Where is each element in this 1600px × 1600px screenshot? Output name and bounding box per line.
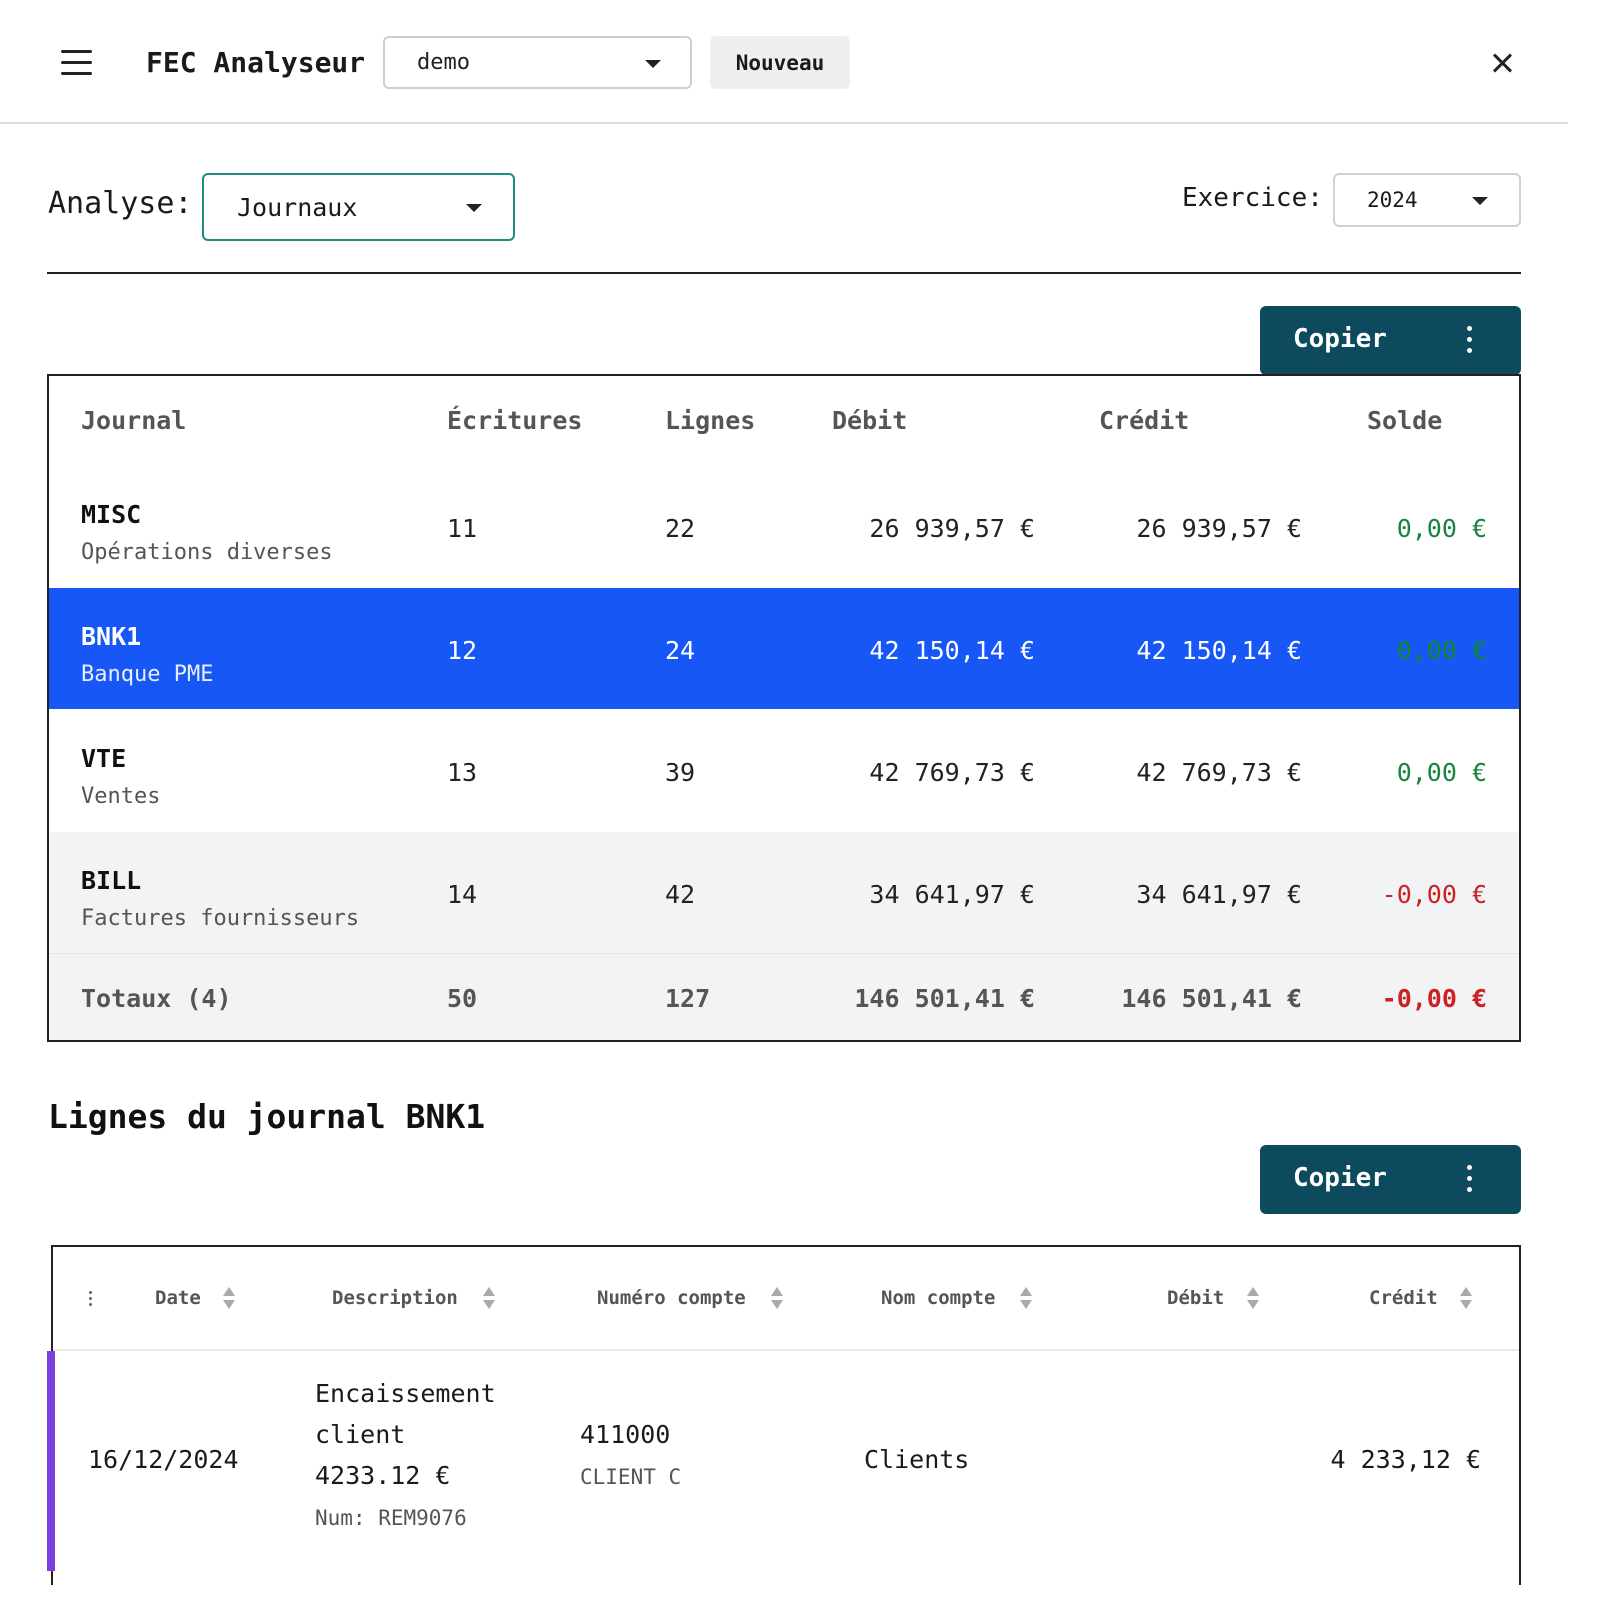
- column-header-credit[interactable]: Crédit: [1369, 1287, 1438, 1309]
- lignes-count: 39: [665, 758, 696, 787]
- column-header-lignes[interactable]: Lignes: [665, 406, 756, 435]
- journal-code: BNK1: [81, 622, 142, 651]
- credit-amount: 42 769,73 €: [1136, 758, 1302, 787]
- copy-button-label: Copier: [1293, 1163, 1387, 1193]
- lignes-count: 22: [665, 514, 696, 543]
- table-row[interactable]: BILL Factures fournisseurs 14 42 34 641,…: [49, 832, 1519, 953]
- line-num: Num: REM9076: [315, 1506, 467, 1530]
- journal-code: MISC: [81, 500, 142, 529]
- line-account-sub: CLIENT C: [580, 1465, 682, 1489]
- journals-table: Journal Écritures Lignes Débit Crédit So…: [47, 374, 1521, 1042]
- line-description: client: [315, 1420, 406, 1449]
- ecritures-count: 12: [447, 636, 478, 665]
- sort-icon[interactable]: [1020, 1287, 1032, 1311]
- analyse-select-value: Journaux: [237, 193, 358, 222]
- table-row[interactable]: 16/12/2024 Encaissement client 4233.12 €…: [47, 1351, 1519, 1571]
- exercice-select[interactable]: 2024: [1333, 173, 1521, 227]
- exercice-label: Exercice:: [1182, 183, 1323, 213]
- column-header-description[interactable]: Description: [332, 1287, 458, 1309]
- solde-amount: -0,00 €: [1381, 880, 1487, 909]
- analyse-label: Analyse:: [48, 186, 193, 221]
- sort-icon[interactable]: [1247, 1287, 1259, 1311]
- solde-amount: 0,00 €: [1396, 636, 1487, 665]
- totals-credit: 146 501,41 €: [1121, 984, 1302, 1013]
- line-description: 4233.12 €: [315, 1461, 451, 1490]
- lignes-count: 42: [665, 880, 696, 909]
- debit-amount: 42 769,73 €: [869, 758, 1035, 787]
- column-header-debit[interactable]: Débit: [1167, 1287, 1225, 1309]
- more-options-icon[interactable]: [1465, 326, 1473, 356]
- project-select-value: demo: [417, 50, 470, 75]
- chevron-down-icon: [1472, 197, 1488, 205]
- row-divider: [49, 953, 1519, 954]
- debit-amount: 34 641,97 €: [869, 880, 1035, 909]
- debit-amount: 42 150,14 €: [869, 636, 1035, 665]
- totals-lignes: 127: [665, 984, 711, 1013]
- column-header-numero-compte[interactable]: Numéro compte: [597, 1287, 746, 1309]
- journal-code: BILL: [81, 866, 142, 895]
- table-row[interactable]: VTE Ventes 13 39 42 769,73 € 42 769,73 €…: [49, 710, 1519, 831]
- ecritures-count: 13: [447, 758, 478, 787]
- solde-amount: 0,00 €: [1396, 758, 1487, 787]
- app-title: FEC Analyseur: [146, 46, 366, 79]
- chevron-down-icon: [645, 60, 661, 68]
- totals-row: Totaux (4) 50 127 146 501,41 € 146 501,4…: [49, 954, 1519, 1040]
- table-row-selected[interactable]: BNK1 Banque PME 12 24 42 150,14 € 42 150…: [49, 588, 1519, 709]
- line-description: Encaissement: [315, 1379, 496, 1408]
- column-header-ecritures[interactable]: Écritures: [447, 406, 583, 435]
- line-credit: 4 233,12 €: [1330, 1445, 1481, 1474]
- table-header: Date Description Numéro compte Nom compt…: [53, 1247, 1519, 1349]
- journal-name: Banque PME: [81, 662, 214, 687]
- more-options-icon[interactable]: [1465, 1165, 1473, 1195]
- totals-ecritures: 50: [447, 984, 478, 1013]
- totals-debit: 146 501,41 €: [854, 984, 1035, 1013]
- line-date: 16/12/2024: [88, 1445, 239, 1474]
- credit-amount: 42 150,14 €: [1136, 636, 1302, 665]
- ecritures-count: 11: [447, 514, 478, 543]
- line-account-name: Clients: [864, 1445, 970, 1474]
- header-divider: [53, 1349, 1519, 1351]
- column-header-journal[interactable]: Journal: [81, 406, 187, 435]
- close-icon[interactable]: [1485, 46, 1519, 80]
- credit-amount: 34 641,97 €: [1136, 880, 1302, 909]
- hamburger-menu-icon[interactable]: [61, 50, 92, 76]
- debit-amount: 26 939,57 €: [869, 514, 1035, 543]
- column-header-nom-compte[interactable]: Nom compte: [881, 1287, 996, 1309]
- project-select[interactable]: demo: [383, 36, 692, 89]
- journal-name: Ventes: [81, 784, 161, 809]
- copy-button-label: Copier: [1293, 324, 1387, 354]
- row-accent-bar: [47, 1351, 55, 1571]
- section-divider: [47, 272, 1521, 274]
- copy-button[interactable]: Copier: [1260, 306, 1521, 375]
- table-header: Journal Écritures Lignes Débit Crédit So…: [49, 376, 1519, 466]
- journal-name: Factures fournisseurs: [81, 906, 360, 931]
- lignes-count: 24: [665, 636, 696, 665]
- column-header-solde[interactable]: Solde: [1367, 406, 1443, 435]
- journal-name: Opérations diverses: [81, 540, 333, 565]
- column-header-date[interactable]: Date: [155, 1287, 201, 1309]
- sort-icon[interactable]: [223, 1287, 235, 1311]
- column-header-debit[interactable]: Débit: [832, 406, 908, 435]
- copy-button[interactable]: Copier: [1260, 1145, 1521, 1214]
- column-header-credit[interactable]: Crédit: [1099, 406, 1190, 435]
- line-account-number: 411000: [580, 1420, 671, 1449]
- new-button[interactable]: Nouveau: [710, 36, 850, 89]
- ecritures-count: 14: [447, 880, 478, 909]
- sort-icon[interactable]: [483, 1287, 495, 1311]
- chevron-down-icon: [466, 204, 482, 212]
- totals-label: Totaux (4): [81, 984, 232, 1013]
- solde-amount: 0,00 €: [1396, 514, 1487, 543]
- column-menu-icon[interactable]: [89, 1291, 93, 1307]
- analyse-select[interactable]: Journaux: [202, 173, 515, 241]
- top-bar: FEC Analyseur demo Nouveau: [0, 0, 1568, 124]
- exercice-select-value: 2024: [1367, 188, 1418, 212]
- lines-section-title: Lignes du journal BNK1: [48, 1097, 486, 1136]
- sort-icon[interactable]: [771, 1287, 783, 1311]
- sort-icon[interactable]: [1460, 1287, 1472, 1311]
- totals-solde: -0,00 €: [1381, 984, 1487, 1013]
- journal-lines-table: Date Description Numéro compte Nom compt…: [47, 1245, 1521, 1585]
- journal-code: VTE: [81, 744, 127, 773]
- credit-amount: 26 939,57 €: [1136, 514, 1302, 543]
- table-row[interactable]: MISC Opérations diverses 11 22 26 939,57…: [49, 466, 1519, 587]
